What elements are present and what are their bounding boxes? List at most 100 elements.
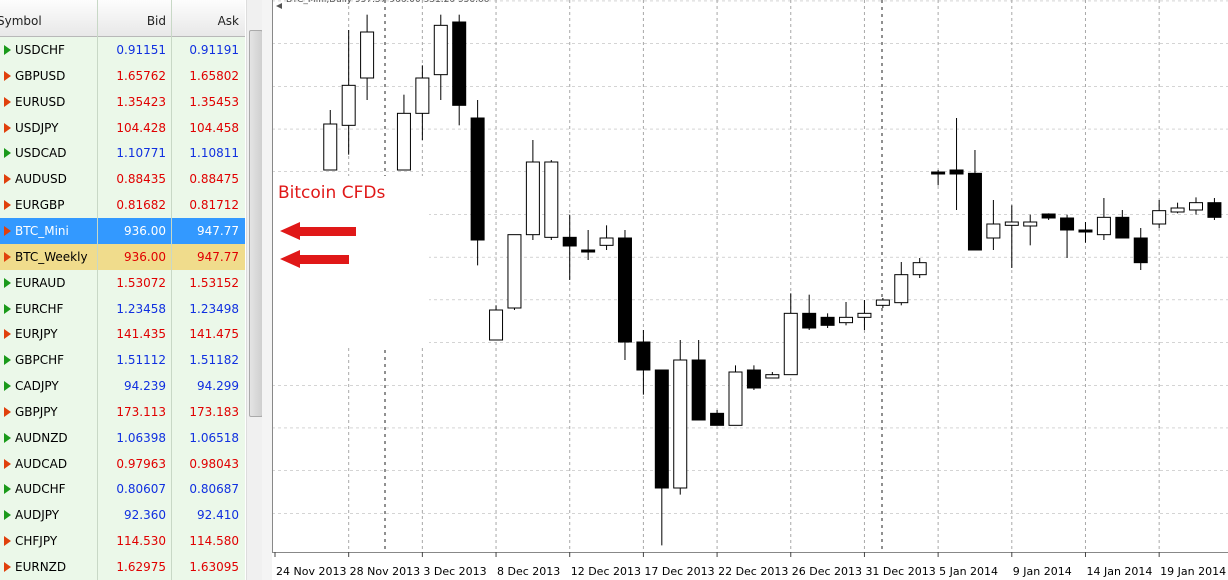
trend-icon [4,70,11,81]
table-row[interactable]: BTC_Mini 936.00 947.77 [0,217,245,245]
ask-price: 1.35453 [189,94,239,109]
symbol: EURCHF [15,301,64,316]
x-tick-label: 14 Jan 2014 [1086,565,1152,578]
table-row[interactable]: EURNZD 1.62975 1.63095 [0,554,245,580]
candle-body [341,84,356,126]
x-tick-label: 5 Jan 2014 [939,565,998,578]
trend-icon [4,484,11,495]
bid-price: 104.428 [116,120,166,135]
candle-body [1115,216,1130,239]
table-row[interactable]: AUDJPY 92.360 92.410 [0,502,245,530]
bid-price: 1.62975 [116,560,166,574]
symbol: EURAUD [15,275,66,290]
trend-icon [4,148,11,159]
bid-price: 173.113 [116,404,166,419]
candle-body [654,369,669,489]
candle-body [1060,217,1075,231]
table-row[interactable]: EURUSD 1.35423 1.35453 [0,88,245,116]
bid-price: 1.35423 [116,94,166,109]
table-row[interactable]: EURGBP 0.81682 0.81712 [0,192,245,220]
candle-body [1096,216,1111,236]
ask-price: 1.51182 [189,353,239,368]
table-row[interactable]: AUDNZD 1.06398 1.06518 [0,424,245,452]
trend-icon [4,200,11,211]
table-row[interactable]: CHFJPY 114.530 114.580 [0,528,245,556]
scroll-thumb[interactable] [249,30,262,417]
annotation: Bitcoin CFDs [278,183,385,203]
table-row[interactable]: AUDCHF 0.80607 0.80687 [0,476,245,504]
ask-price: 1.06518 [189,430,239,445]
symbol: USDCAD [15,146,67,161]
symbol: GBPCHF [15,353,65,368]
bid-price: 0.81682 [116,198,166,213]
ask-price: 94.299 [197,379,239,394]
candle-body [1004,221,1019,226]
ask-price: 114.580 [189,534,239,549]
candle-body [802,312,817,329]
candle-body [691,359,706,421]
candle-body [452,21,467,106]
trend-icon [4,225,11,236]
candle-body [912,262,927,276]
table-row[interactable]: EURAUD 1.53072 1.53152 [0,269,245,297]
x-tick-label: 24 Nov 2013 [276,565,346,578]
candle-body [323,123,338,171]
table-row[interactable]: GBPJPY 173.113 173.183 [0,398,245,426]
column-header[interactable]: Symbol [0,14,42,28]
bid-price: 141.435 [116,327,166,342]
ask-price: 947.77 [197,223,239,238]
candle-body [396,112,411,171]
ask-price: 0.88475 [189,172,239,187]
trend-icon [4,329,11,340]
x-tick-label: 3 Dec 2013 [423,565,486,578]
bid-price: 114.530 [116,534,166,549]
candle-body [673,359,688,489]
trend-icon [4,432,11,443]
bid-price: 1.65762 [116,68,166,83]
candle-body [1207,202,1222,218]
candle-body [544,161,559,238]
scrollbar[interactable] [246,0,262,580]
symbol: GBPUSD [15,68,66,83]
table-row[interactable]: USDCAD 1.10771 1.10811 [0,140,245,168]
symbol: EURGBP [15,198,65,213]
ask-price: 1.23498 [189,301,239,316]
column-header[interactable]: Bid [146,14,166,28]
arrow [280,250,349,268]
table-row[interactable]: AUDCAD 0.97963 0.98043 [0,450,245,478]
candle-body [617,237,632,343]
ask-price: 947.77 [197,249,239,264]
table-row[interactable]: USDCHF 0.91151 0.91191 [0,37,245,64]
trend-icon [4,45,11,55]
symbol: BTC_Weekly [15,249,88,264]
column-header[interactable]: Ask [217,14,239,28]
ask-price: 173.183 [189,404,239,419]
chart: BTC_Mini,Daily 957.57 966.00 951.20 956.… [272,0,1228,578]
splitter [262,0,272,580]
trend-icon [4,536,11,547]
candle-body [839,316,854,324]
table-row[interactable]: EURCHF 1.23458 1.23498 [0,295,245,323]
ask-price: 0.80687 [189,482,239,497]
table-row[interactable]: GBPCHF 1.51112 1.51182 [0,347,245,375]
candle-body [949,169,964,175]
ask-price: 141.475 [189,327,239,342]
market-watch: Symbol Bid Ask USDCHF 0.91151 0.91191 GBPUS… [0,0,262,580]
table-row[interactable]: CADJPY 94.239 94.299 [0,373,245,401]
ask-price: 1.63095 [189,560,239,574]
trend-icon [4,174,11,185]
candle-body [360,31,375,79]
candle-body [967,172,982,251]
grid-pattern [272,0,1228,551]
table-row[interactable]: BTC_Weekly 936.00 947.77 [0,243,245,271]
table-row[interactable]: GBPUSD 1.65762 1.65802 [0,62,245,90]
trend-icon [4,355,11,366]
symbol: GBPJPY [15,404,58,419]
symbol: EURJPY [15,327,58,342]
candle-body [581,249,596,253]
table-row[interactable]: AUDUSD 0.88435 0.88475 [0,166,245,194]
trend-icon [4,277,11,288]
table-row[interactable]: USDJPY 104.428 104.458 [0,114,245,142]
column-divider [171,0,172,580]
table-row[interactable]: EURJPY 141.435 141.475 [0,321,245,349]
